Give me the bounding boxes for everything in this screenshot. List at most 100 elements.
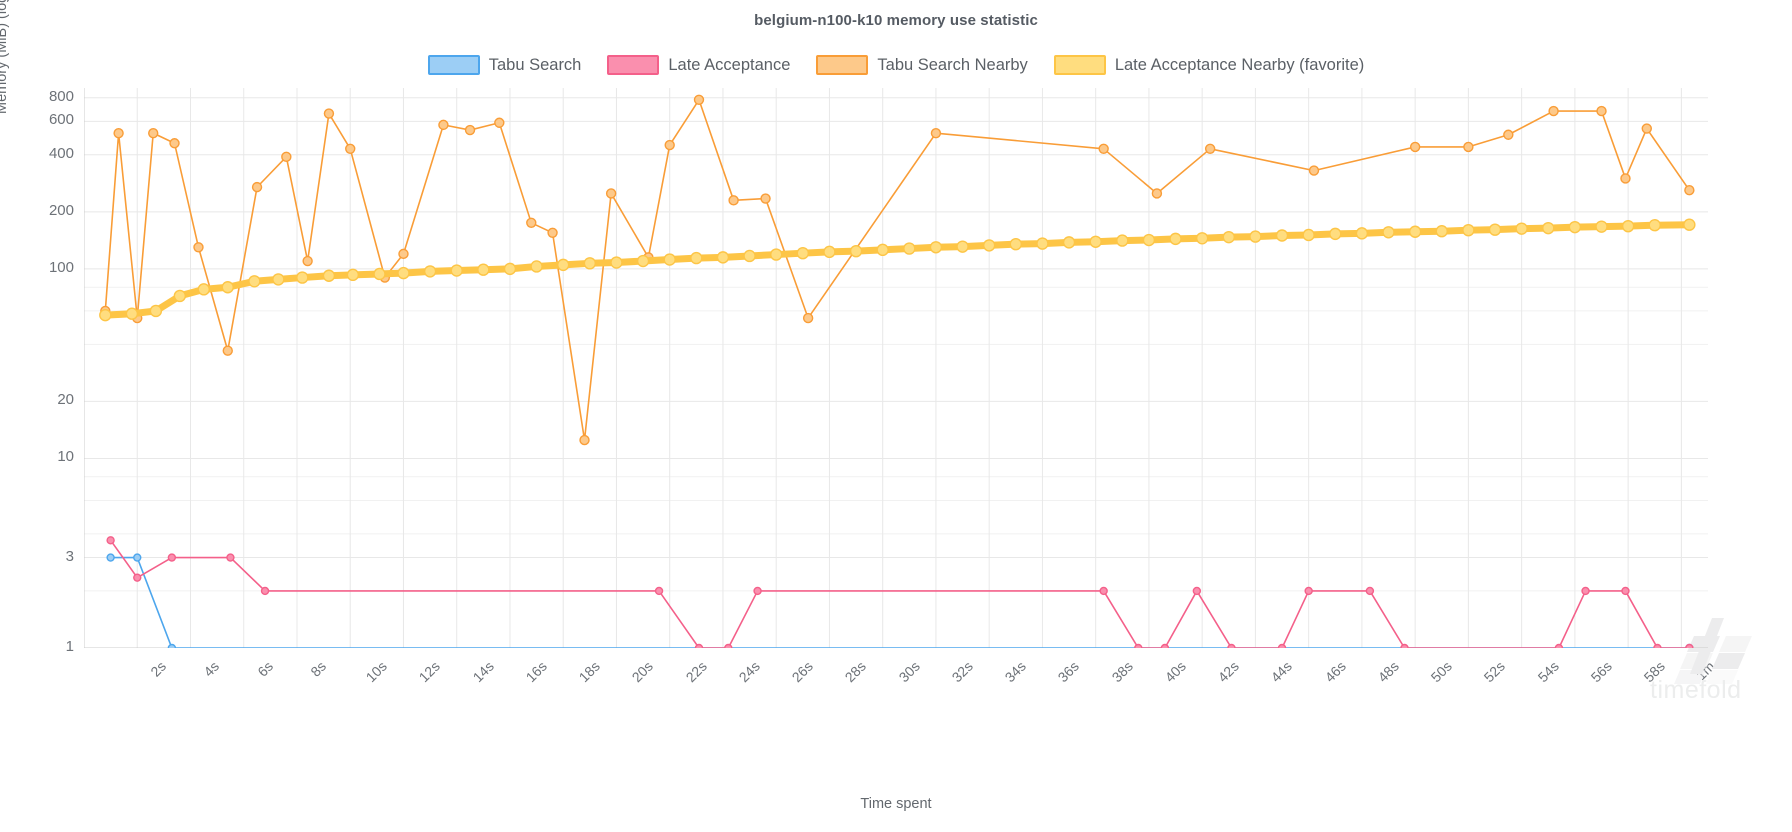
data-point[interactable]	[477, 263, 490, 276]
data-point[interactable]	[1462, 223, 1475, 237]
data-point[interactable]	[503, 262, 517, 276]
data-point[interactable]	[398, 248, 409, 260]
data-point[interactable]	[796, 246, 810, 260]
legend-item[interactable]: Tabu Search	[427, 55, 581, 75]
data-point[interactable]	[173, 289, 187, 303]
data-point[interactable]	[1554, 643, 1564, 649]
data-point[interactable]	[322, 269, 336, 282]
data-point[interactable]	[251, 181, 263, 193]
data-point[interactable]	[345, 143, 356, 155]
data-point[interactable]	[1249, 230, 1262, 243]
data-point[interactable]	[373, 267, 386, 281]
data-point[interactable]	[1595, 220, 1608, 233]
data-point[interactable]	[221, 281, 234, 294]
data-point[interactable]	[1192, 586, 1202, 596]
data-point[interactable]	[1382, 226, 1395, 239]
data-point[interactable]	[1568, 220, 1582, 234]
data-point[interactable]	[226, 553, 235, 562]
data-point[interactable]	[1098, 143, 1109, 155]
data-point[interactable]	[323, 108, 335, 119]
data-point[interactable]	[1302, 228, 1315, 242]
data-point[interactable]	[1160, 643, 1170, 649]
data-point[interactable]	[1204, 143, 1216, 155]
data-point[interactable]	[1648, 218, 1661, 232]
data-point[interactable]	[133, 553, 142, 562]
data-point[interactable]	[654, 586, 664, 596]
data-point[interactable]	[260, 586, 270, 596]
data-point[interactable]	[583, 257, 597, 270]
data-point[interactable]	[193, 242, 204, 253]
data-point[interactable]	[956, 240, 969, 253]
data-point[interactable]	[1151, 188, 1163, 199]
data-point[interactable]	[197, 283, 211, 296]
data-point[interactable]	[605, 188, 617, 199]
data-point[interactable]	[1365, 586, 1375, 596]
data-point[interactable]	[1009, 237, 1022, 251]
data-point[interactable]	[770, 248, 783, 261]
data-point[interactable]	[716, 251, 730, 264]
data-point[interactable]	[530, 260, 543, 273]
data-point[interactable]	[302, 255, 313, 267]
data-point[interactable]	[281, 151, 292, 163]
data-point[interactable]	[1227, 643, 1236, 649]
data-point[interactable]	[664, 139, 675, 151]
data-point[interactable]	[1304, 586, 1313, 596]
data-point[interactable]	[1116, 234, 1129, 247]
data-point[interactable]	[1400, 643, 1409, 649]
legend-item[interactable]: Late Acceptance	[607, 55, 790, 75]
data-point[interactable]	[423, 265, 437, 278]
data-point[interactable]	[1653, 643, 1662, 649]
plot-svg[interactable]	[84, 88, 1708, 648]
data-point[interactable]	[1169, 232, 1182, 246]
data-point[interactable]	[167, 553, 177, 562]
data-point[interactable]	[1409, 141, 1421, 153]
data-point[interactable]	[1685, 643, 1694, 649]
data-point[interactable]	[663, 253, 676, 266]
legend-item[interactable]: Tabu Search Nearby	[816, 55, 1028, 75]
data-point[interactable]	[438, 119, 449, 131]
data-point[interactable]	[1683, 218, 1696, 231]
data-point[interactable]	[823, 245, 836, 259]
data-point[interactable]	[753, 586, 762, 596]
data-point[interactable]	[113, 127, 124, 139]
data-point[interactable]	[547, 227, 558, 239]
data-point[interactable]	[1581, 586, 1590, 596]
data-point[interactable]	[106, 536, 115, 545]
data-point[interactable]	[1621, 219, 1635, 233]
data-point[interactable]	[694, 643, 704, 649]
data-point[interactable]	[397, 266, 410, 280]
data-point[interactable]	[929, 241, 943, 254]
data-point[interactable]	[760, 193, 771, 204]
data-point[interactable]	[1621, 586, 1630, 596]
data-point[interactable]	[636, 254, 650, 268]
data-point[interactable]	[1099, 586, 1108, 596]
data-point[interactable]	[802, 312, 814, 324]
data-point[interactable]	[1355, 227, 1369, 240]
data-point[interactable]	[1329, 227, 1342, 241]
data-point[interactable]	[148, 127, 159, 139]
data-point[interactable]	[557, 258, 570, 272]
data-point[interactable]	[724, 643, 733, 649]
data-point[interactable]	[903, 242, 916, 255]
data-point[interactable]	[690, 251, 703, 265]
data-point[interactable]	[296, 271, 309, 284]
data-point[interactable]	[133, 573, 142, 582]
data-point[interactable]	[1596, 105, 1607, 117]
data-point[interactable]	[346, 268, 360, 282]
data-point[interactable]	[99, 308, 112, 322]
data-point[interactable]	[1515, 222, 1528, 235]
data-point[interactable]	[1408, 225, 1422, 238]
data-point[interactable]	[1089, 235, 1102, 248]
data-point[interactable]	[1620, 173, 1631, 184]
data-point[interactable]	[1062, 236, 1076, 249]
data-point[interactable]	[272, 273, 285, 286]
data-point[interactable]	[222, 345, 233, 356]
data-point[interactable]	[1548, 105, 1559, 117]
data-point[interactable]	[1435, 225, 1448, 238]
plot-area[interactable]	[84, 88, 1708, 648]
data-point[interactable]	[982, 239, 996, 252]
data-point[interactable]	[106, 553, 115, 562]
data-point[interactable]	[930, 127, 942, 139]
data-point[interactable]	[610, 256, 623, 269]
data-point[interactable]	[743, 249, 756, 263]
